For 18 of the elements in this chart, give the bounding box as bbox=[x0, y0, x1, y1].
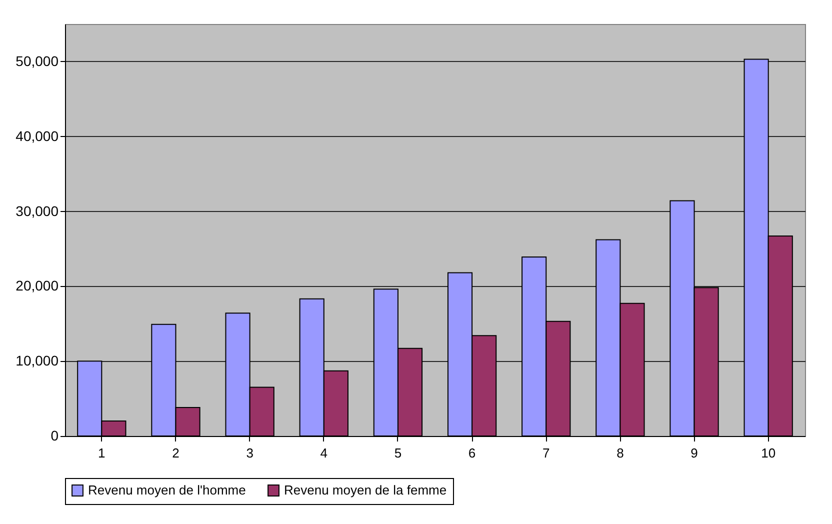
x-tick-label: 6 bbox=[468, 446, 476, 460]
y-tick-label: 0 bbox=[50, 428, 59, 444]
legend-label: Revenu moyen de l'homme bbox=[88, 482, 246, 498]
y-tick-label: 20,000 bbox=[16, 278, 59, 294]
legend-label: Revenu moyen de la femme bbox=[284, 482, 447, 498]
x-tick-label: 4 bbox=[320, 446, 328, 460]
y-tick-label: 10,000 bbox=[16, 352, 59, 369]
x-tick-label: 10 bbox=[761, 446, 776, 460]
x-tick-label: 5 bbox=[394, 446, 402, 460]
x-tick-label: 3 bbox=[246, 446, 254, 460]
x-tick-label: 1 bbox=[98, 446, 106, 460]
y-tick-label: 30,000 bbox=[16, 202, 59, 219]
x-tick-label: 9 bbox=[690, 446, 698, 460]
x-tick-label: 8 bbox=[616, 446, 624, 460]
x-tick-label: 2 bbox=[172, 446, 180, 460]
y-tick-label: 50,000 bbox=[16, 52, 59, 69]
x-tick-label: 7 bbox=[542, 446, 550, 460]
y-tick-label: 40,000 bbox=[16, 128, 59, 144]
